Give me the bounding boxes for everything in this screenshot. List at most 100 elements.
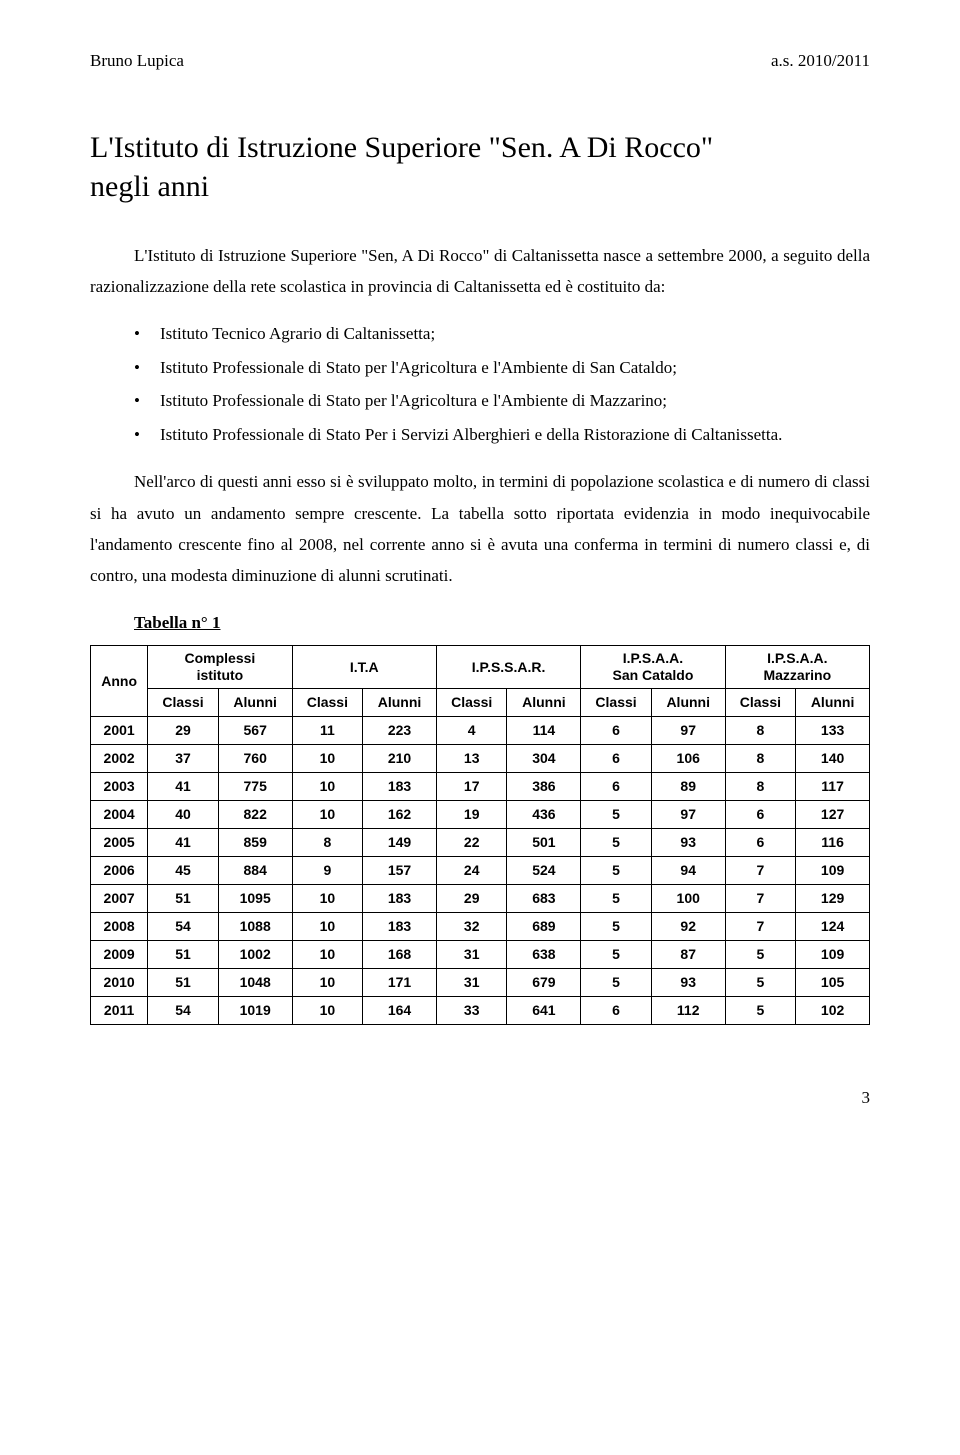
cell-year: 2008 <box>91 912 148 940</box>
cell-value: 822 <box>218 800 292 828</box>
col-group-4: I.P.S.A.A.Mazzarino <box>725 646 869 689</box>
cell-year: 2003 <box>91 772 148 800</box>
cell-value: 109 <box>796 856 870 884</box>
cell-value: 1088 <box>218 912 292 940</box>
table-header-row-1: Anno Complessiistituto I.T.A I.P.S.S.A.R… <box>91 646 870 689</box>
title-line-2: negli anni <box>90 170 209 203</box>
cell-value: 775 <box>218 772 292 800</box>
cell-value: 40 <box>148 800 219 828</box>
cell-value: 97 <box>651 800 725 828</box>
cell-year: 2002 <box>91 744 148 772</box>
table-row: 20044082210162194365976127 <box>91 800 870 828</box>
cell-value: 10 <box>292 940 363 968</box>
table-row: 200237760102101330461068140 <box>91 744 870 772</box>
cell-year: 2004 <box>91 800 148 828</box>
cell-value: 386 <box>507 772 581 800</box>
cell-value: 10 <box>292 884 363 912</box>
cell-value: 19 <box>436 800 507 828</box>
cell-value: 29 <box>148 716 219 744</box>
cell-value: 162 <box>363 800 437 828</box>
cell-value: 5 <box>581 912 652 940</box>
cell-value: 41 <box>148 828 219 856</box>
bullet-list: Istituto Tecnico Agrario di Caltanissett… <box>134 318 870 450</box>
cell-value: 102 <box>796 996 870 1024</box>
cell-value: 10 <box>292 968 363 996</box>
cell-value: 1019 <box>218 996 292 1024</box>
list-item: Istituto Tecnico Agrario di Caltanissett… <box>134 318 870 349</box>
cell-value: 140 <box>796 744 870 772</box>
cell-value: 223 <box>363 716 437 744</box>
cell-value: 133 <box>796 716 870 744</box>
cell-value: 10 <box>292 772 363 800</box>
cell-value: 168 <box>363 940 437 968</box>
cell-value: 6 <box>725 800 796 828</box>
cell-value: 92 <box>651 912 725 940</box>
col-sub: Classi <box>725 688 796 716</box>
page-title: L'Istituto di Istruzione Superiore "Sen.… <box>90 128 870 206</box>
header-left: Bruno Lupica <box>90 48 184 74</box>
cell-year: 2010 <box>91 968 148 996</box>
col-sub: Alunni <box>363 688 437 716</box>
col-sub: Classi <box>436 688 507 716</box>
cell-value: 45 <box>148 856 219 884</box>
table-head: Anno Complessiistituto I.T.A I.P.S.S.A.R… <box>91 646 870 717</box>
col-group-0: Complessiistituto <box>148 646 292 689</box>
cell-value: 5 <box>725 940 796 968</box>
cell-value: 859 <box>218 828 292 856</box>
cell-value: 10 <box>292 912 363 940</box>
cell-value: 6 <box>725 828 796 856</box>
cell-year: 2011 <box>91 996 148 1024</box>
table-row: 2006458849157245245947109 <box>91 856 870 884</box>
table-body: 2001295671122341146978133200237760102101… <box>91 716 870 1024</box>
cell-value: 183 <box>363 912 437 940</box>
cell-value: 94 <box>651 856 725 884</box>
col-sub: Alunni <box>218 688 292 716</box>
cell-value: 6 <box>581 996 652 1024</box>
cell-value: 4 <box>436 716 507 744</box>
cell-value: 7 <box>725 856 796 884</box>
cell-value: 5 <box>725 996 796 1024</box>
cell-value: 5 <box>581 828 652 856</box>
cell-value: 210 <box>363 744 437 772</box>
cell-value: 183 <box>363 884 437 912</box>
cell-value: 114 <box>507 716 581 744</box>
table-row: 2005418598149225015936116 <box>91 828 870 856</box>
cell-value: 683 <box>507 884 581 912</box>
cell-value: 524 <box>507 856 581 884</box>
cell-year: 2001 <box>91 716 148 744</box>
list-item: Istituto Professionale di Stato Per i Se… <box>134 419 870 450</box>
cell-value: 117 <box>796 772 870 800</box>
col-sub: Classi <box>292 688 363 716</box>
col-sub: Classi <box>581 688 652 716</box>
cell-year: 2007 <box>91 884 148 912</box>
col-sub: Classi <box>148 688 219 716</box>
cell-value: 7 <box>725 884 796 912</box>
cell-value: 105 <box>796 968 870 996</box>
page-number: 3 <box>90 1085 870 1111</box>
cell-value: 33 <box>436 996 507 1024</box>
cell-value: 11 <box>292 716 363 744</box>
cell-value: 97 <box>651 716 725 744</box>
col-anno: Anno <box>91 646 148 717</box>
cell-value: 183 <box>363 772 437 800</box>
table-row: 201051104810171316795935105 <box>91 968 870 996</box>
cell-value: 13 <box>436 744 507 772</box>
table-row: 200854108810183326895927124 <box>91 912 870 940</box>
cell-value: 29 <box>436 884 507 912</box>
cell-value: 7 <box>725 912 796 940</box>
cell-value: 9 <box>292 856 363 884</box>
cell-value: 87 <box>651 940 725 968</box>
list-item: Istituto Professionale di Stato per l'Ag… <box>134 385 870 416</box>
cell-value: 106 <box>651 744 725 772</box>
cell-value: 54 <box>148 912 219 940</box>
cell-value: 5 <box>581 800 652 828</box>
title-line-1: L'Istituto di Istruzione Superiore "Sen.… <box>90 131 713 164</box>
cell-value: 37 <box>148 744 219 772</box>
table-header-row-2: ClassiAlunniClassiAlunniClassiAlunniClas… <box>91 688 870 716</box>
cell-value: 8 <box>725 716 796 744</box>
cell-value: 1002 <box>218 940 292 968</box>
table-row: 20034177510183173866898117 <box>91 772 870 800</box>
cell-value: 1048 <box>218 968 292 996</box>
col-sub: Alunni <box>507 688 581 716</box>
page-header: Bruno Lupica a.s. 2010/2011 <box>90 48 870 74</box>
